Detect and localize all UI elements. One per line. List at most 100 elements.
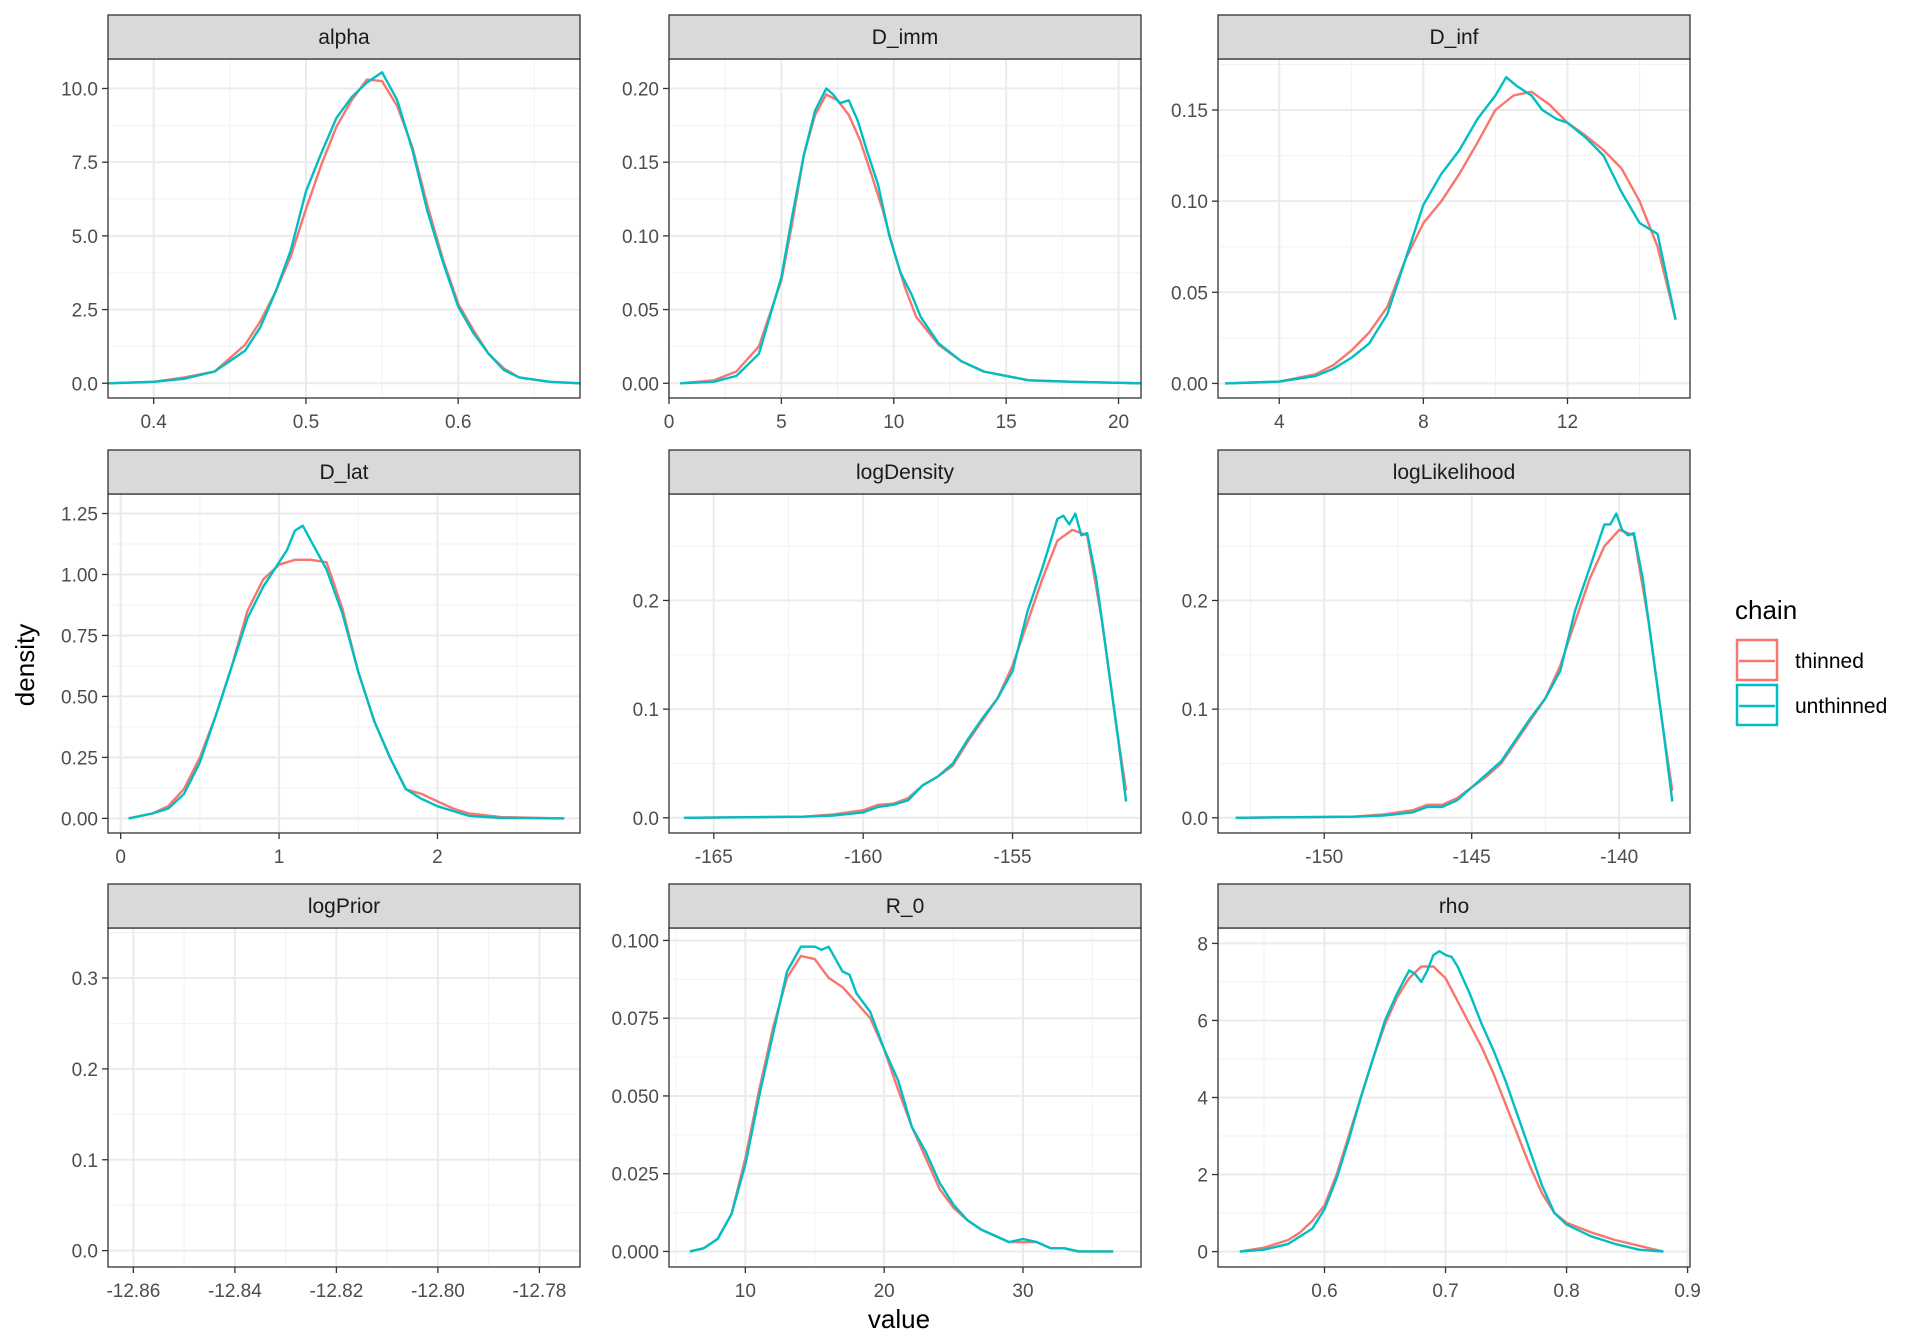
x-tick-label-d-lat: 0 [115, 847, 126, 868]
y-tick-label-logprior: 0.2 [72, 1060, 98, 1081]
strip-label-r-0: R_0 [886, 895, 925, 918]
strip-rho [1217, 883, 1691, 929]
y-tick-label-alpha: 5.0 [72, 227, 98, 248]
facet-d-lat: D_lat 0 1 2 0.00 0.25 0.50 0.75 1.00 1.25 [61, 449, 581, 868]
strip-d-imm [668, 14, 1142, 60]
x-tick-label-logdensity: -160 [844, 847, 882, 868]
density-line-unthinned-d-imm [680, 87, 1142, 385]
x-tick-label-d-imm: 20 [1108, 412, 1129, 433]
density-line-thinned-d-inf [1225, 90, 1677, 385]
facet-rho: rho 0.6 0.7 0.8 0.9 0 2 4 6 8 [1197, 883, 1701, 1302]
plot-area-alpha [108, 59, 580, 398]
y-tick-label-d-lat: 1.00 [61, 565, 98, 586]
x-tick-label-logprior: -12.84 [208, 1281, 262, 1302]
y-tick-label-r-0: 0.000 [611, 1242, 659, 1263]
legend-entry-thinned: thinned [1735, 638, 1864, 683]
y-axis-label: density [10, 624, 40, 706]
strip-label-d-inf: D_inf [1429, 26, 1478, 49]
x-tick-label-d-imm: 10 [883, 412, 904, 433]
legend-swatch-outline-unthinned [1735, 683, 1779, 727]
y-tick-label-r-0: 0.025 [611, 1165, 659, 1186]
x-tick-label-loglikelihood: -145 [1453, 847, 1491, 868]
x-tick-label-loglikelihood: -140 [1600, 847, 1638, 868]
x-tick-label-d-lat: 2 [432, 847, 443, 868]
strip-label-d-lat: D_lat [319, 461, 368, 484]
y-tick-label-alpha: 0.0 [72, 374, 98, 395]
x-tick-label-logdensity: -155 [994, 847, 1032, 868]
strip-label-logdensity: logDensity [856, 461, 955, 484]
plot-area-logprior [108, 928, 580, 1267]
plot-area-r-0 [669, 928, 1141, 1267]
strip-logdensity [668, 449, 1142, 495]
x-tick-label-d-imm: 0 [664, 412, 675, 433]
plot-area-d-inf [1218, 59, 1690, 398]
x-tick-label-d-imm: 15 [996, 412, 1017, 433]
y-tick-label-loglikelihood: 0.2 [1182, 591, 1208, 612]
strip-loglikelihood [1217, 449, 1691, 495]
y-tick-label-loglikelihood: 0.1 [1182, 700, 1208, 721]
x-tick-label-rho: 0.8 [1553, 1281, 1579, 1302]
x-tick-label-d-imm: 5 [776, 412, 787, 433]
x-tick-label-alpha: 0.4 [140, 412, 167, 433]
strip-d-lat [107, 449, 581, 495]
x-tick-label-rho: 0.9 [1674, 1281, 1700, 1302]
density-line-unthinned-alpha [107, 71, 581, 385]
density-line-unthinned-rho [1239, 949, 1664, 1253]
y-tick-label-r-0: 0.075 [611, 1009, 659, 1030]
plot-area-logdensity [669, 494, 1141, 833]
strip-label-alpha: alpha [318, 26, 370, 49]
y-tick-label-r-0: 0.100 [611, 931, 659, 952]
x-tick-label-rho: 0.7 [1432, 1281, 1458, 1302]
y-tick-label-d-lat: 0.00 [61, 809, 98, 830]
strip-label-logprior: logPrior [308, 895, 380, 918]
x-tick-label-loglikelihood: -150 [1305, 847, 1343, 868]
y-tick-label-d-imm: 0.10 [622, 227, 659, 248]
x-tick-label-logprior: -12.86 [106, 1281, 160, 1302]
y-tick-label-d-lat: 0.50 [61, 687, 98, 708]
legend-label-unthinned: unthinned [1795, 695, 1887, 718]
facet-d-inf: D_inf 4 8 12 0.00 0.05 0.10 0.15 [1171, 14, 1691, 433]
density-line-unthinned-loglikelihood [1235, 512, 1674, 819]
y-tick-label-d-lat: 0.25 [61, 748, 98, 769]
y-tick-label-d-lat: 0.75 [61, 626, 98, 647]
x-tick-label-d-lat: 1 [274, 847, 285, 868]
y-tick-label-alpha: 7.5 [72, 153, 98, 174]
x-tick-label-d-inf: 12 [1557, 412, 1578, 433]
y-tick-label-d-imm: 0.15 [622, 153, 659, 174]
y-tick-label-rho: 8 [1197, 934, 1208, 955]
y-tick-label-logdensity: 0.2 [633, 591, 659, 612]
y-tick-label-alpha: 10.0 [61, 79, 98, 100]
facet-logdensity: logDensity -165 -160 -155 0.0 0.1 0.2 [633, 449, 1142, 868]
legend-swatch-outline-thinned [1735, 638, 1779, 682]
facet-alpha: alpha 0.4 0.5 0.6 0.0 2.5 5.0 7.5 10.0 [61, 14, 581, 433]
plot-area-d-imm [669, 59, 1141, 398]
y-tick-label-r-0: 0.050 [611, 1087, 659, 1108]
plot-area-d-lat [108, 494, 580, 833]
x-tick-label-d-inf: 4 [1274, 412, 1285, 433]
x-tick-label-logprior: -12.82 [309, 1281, 363, 1302]
strip-alpha [107, 14, 581, 60]
strip-logprior [107, 883, 581, 929]
strip-r-0 [668, 883, 1142, 929]
plot-area-loglikelihood [1218, 494, 1690, 833]
x-tick-label-logdensity: -165 [695, 847, 733, 868]
facet-loglikelihood: logLikelihood -150 -145 -140 0.0 0.1 0.2 [1182, 449, 1691, 868]
y-tick-label-rho: 4 [1197, 1089, 1208, 1110]
y-tick-label-logprior: 0.1 [72, 1151, 98, 1172]
x-axis-label: value [868, 1304, 930, 1334]
x-tick-label-rho: 0.6 [1311, 1281, 1337, 1302]
x-tick-label-r-0: 20 [874, 1281, 895, 1302]
strip-label-loglikelihood: logLikelihood [1393, 461, 1516, 484]
legend-entry-unthinned: unthinned [1735, 683, 1887, 728]
y-tick-label-logdensity: 0.0 [633, 809, 659, 830]
facet-d-imm: D_imm 0 5 10 15 20 0.00 0.05 0.10 0.15 0.20 [622, 14, 1142, 433]
strip-label-d-imm: D_imm [872, 26, 939, 49]
y-tick-label-loglikelihood: 0.0 [1182, 809, 1208, 830]
density-line-thinned-d-lat [128, 558, 565, 820]
density-line-unthinned-d-inf [1225, 76, 1677, 385]
y-tick-label-d-inf: 0.00 [1171, 374, 1208, 395]
legend-title: chain [1735, 595, 1797, 625]
y-tick-label-d-imm: 0.20 [622, 79, 659, 100]
y-tick-label-d-inf: 0.05 [1171, 283, 1208, 304]
